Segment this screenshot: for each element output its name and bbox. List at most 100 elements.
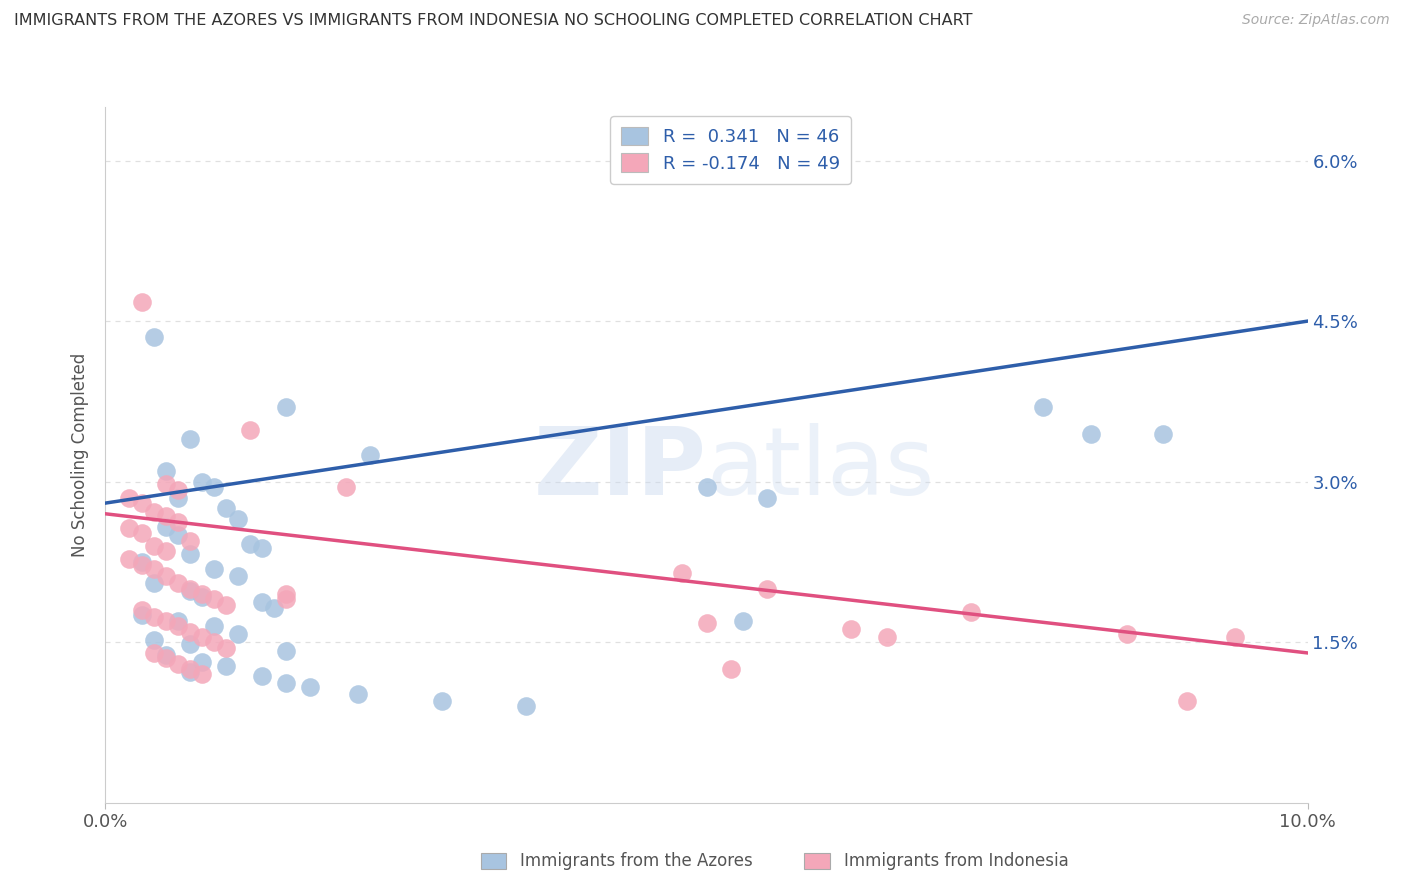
Point — [142, 646, 165, 660]
Point — [696, 480, 718, 494]
Text: ZIP: ZIP — [534, 423, 707, 515]
Point — [202, 592, 225, 607]
Point — [190, 667, 212, 681]
Point — [179, 637, 201, 651]
Point — [250, 669, 273, 683]
Point — [1152, 426, 1174, 441]
Point — [166, 491, 188, 505]
Point — [274, 400, 297, 414]
Point — [155, 476, 177, 491]
Point — [131, 294, 153, 309]
Point — [155, 651, 177, 665]
Text: Source: ZipAtlas.com: Source: ZipAtlas.com — [1241, 13, 1389, 28]
Point — [179, 533, 201, 548]
Point — [155, 508, 177, 523]
Point — [179, 624, 201, 639]
Point — [190, 630, 212, 644]
Point — [179, 432, 201, 446]
Point — [239, 537, 262, 551]
Point — [166, 576, 188, 591]
Point — [155, 648, 177, 662]
Point — [755, 491, 778, 505]
Text: Immigrants from Indonesia: Immigrants from Indonesia — [844, 852, 1069, 870]
Point — [731, 614, 754, 628]
Point — [142, 576, 165, 591]
Point — [190, 591, 212, 605]
Text: IMMIGRANTS FROM THE AZORES VS IMMIGRANTS FROM INDONESIA NO SCHOOLING COMPLETED C: IMMIGRANTS FROM THE AZORES VS IMMIGRANTS… — [14, 13, 973, 29]
Point — [274, 587, 297, 601]
Point — [274, 644, 297, 658]
Point — [226, 512, 249, 526]
Point — [142, 633, 165, 648]
Point — [226, 569, 249, 583]
Point — [142, 562, 165, 576]
Point — [155, 614, 177, 628]
Point — [131, 608, 153, 623]
Point — [1175, 694, 1198, 708]
Point — [696, 615, 718, 630]
Point — [214, 658, 236, 673]
Point — [202, 562, 225, 576]
Point — [335, 480, 357, 494]
Point — [155, 464, 177, 478]
Point — [755, 582, 778, 596]
Point — [214, 640, 236, 655]
Point — [515, 699, 537, 714]
Point — [430, 694, 453, 708]
Point — [274, 676, 297, 690]
Point — [179, 662, 201, 676]
Point — [190, 587, 212, 601]
Point — [179, 582, 201, 596]
Point — [263, 601, 285, 615]
Point — [179, 583, 201, 598]
Point — [166, 483, 188, 498]
Point — [142, 330, 165, 344]
Point — [179, 665, 201, 680]
Point — [214, 501, 236, 516]
Text: atlas: atlas — [707, 423, 935, 515]
Point — [118, 491, 141, 505]
Point — [359, 448, 381, 462]
Point — [202, 619, 225, 633]
Point — [347, 687, 370, 701]
Point — [190, 655, 212, 669]
Point — [960, 605, 983, 619]
Point — [179, 548, 201, 562]
Point — [155, 569, 177, 583]
Point — [1080, 426, 1102, 441]
Point — [876, 630, 898, 644]
Point — [1032, 400, 1054, 414]
Point — [671, 566, 693, 580]
Legend: R =  0.341   N = 46, R = -0.174   N = 49: R = 0.341 N = 46, R = -0.174 N = 49 — [610, 116, 851, 184]
Point — [142, 505, 165, 519]
Point — [298, 680, 321, 694]
Point — [202, 480, 225, 494]
Point — [166, 516, 188, 530]
Point — [131, 526, 153, 541]
Point — [1225, 630, 1247, 644]
Point — [214, 598, 236, 612]
Point — [839, 623, 862, 637]
Point — [166, 619, 188, 633]
Point — [166, 614, 188, 628]
Point — [202, 635, 225, 649]
Point — [226, 626, 249, 640]
Point — [118, 551, 141, 566]
Point — [155, 519, 177, 533]
Point — [142, 609, 165, 624]
Point — [250, 594, 273, 608]
Point — [166, 657, 188, 671]
Point — [166, 528, 188, 542]
Point — [131, 555, 153, 569]
Point — [118, 521, 141, 535]
Point — [1116, 626, 1139, 640]
Point — [239, 423, 262, 437]
Text: Immigrants from the Azores: Immigrants from the Azores — [520, 852, 754, 870]
Point — [131, 558, 153, 573]
Point — [250, 541, 273, 555]
Point — [274, 592, 297, 607]
Y-axis label: No Schooling Completed: No Schooling Completed — [72, 353, 90, 557]
Point — [720, 662, 742, 676]
Point — [131, 496, 153, 510]
Point — [142, 539, 165, 553]
